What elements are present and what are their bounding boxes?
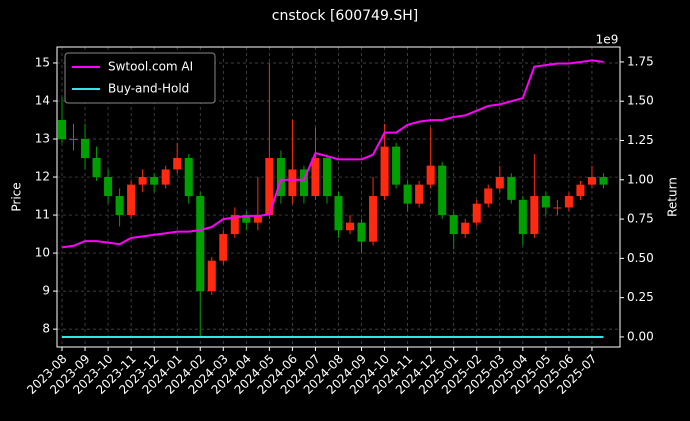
candle-body	[299, 169, 308, 197]
legend: Swtool.com AI Buy-and-Hold	[64, 52, 216, 104]
y-tick-label: 12	[35, 170, 50, 184]
candle-body	[345, 222, 355, 231]
candle-body	[81, 139, 90, 159]
candle-body	[495, 177, 504, 189]
y-tick-label: 10	[35, 246, 50, 260]
candle-body	[311, 158, 320, 197]
candle-body	[196, 196, 205, 292]
candle-body	[184, 158, 193, 197]
y-tick-label: 15	[35, 55, 50, 69]
y2-tick-label: 0.50	[627, 251, 654, 265]
y-tick-label: 11	[35, 208, 50, 222]
candle-body	[518, 199, 527, 235]
y-tick-label: 8	[42, 322, 50, 336]
y2-tick-label: 1.00	[627, 172, 654, 186]
candle-body	[253, 215, 262, 223]
y-tick-label: 13	[35, 132, 50, 146]
y2-tick-label: 0.75	[627, 212, 654, 226]
candle-body	[392, 146, 401, 185]
y2-offset-label: 1e9	[596, 33, 619, 47]
y-tick-label: 14	[35, 93, 50, 107]
candle-body	[322, 158, 332, 197]
candle-body	[276, 158, 285, 197]
candle-body	[334, 196, 343, 231]
y2-tick-label: 0.25	[627, 290, 654, 304]
candle-body	[69, 139, 78, 141]
return-line	[61, 59, 604, 249]
candle-body	[173, 158, 182, 170]
y-axis-label: Price	[10, 182, 24, 211]
candle-body	[207, 260, 216, 292]
candle-body	[161, 169, 170, 185]
candle-body	[115, 196, 124, 216]
candle-body	[553, 207, 562, 209]
y2-tick-label: 1.25	[627, 133, 654, 147]
y2-tick-label: 1.50	[627, 94, 654, 108]
plot-frame	[56, 46, 621, 348]
y2-tick-label: 1.75	[627, 54, 654, 68]
candle-body	[127, 184, 136, 216]
candle-body	[449, 215, 458, 235]
candle-body	[403, 184, 412, 204]
candle-body	[426, 165, 435, 185]
candle-body	[242, 215, 251, 223]
candle-body	[530, 196, 539, 235]
legend-box	[64, 52, 216, 104]
candle-body	[357, 222, 366, 242]
candle-body	[150, 177, 159, 185]
candle-body	[472, 203, 481, 223]
legend-label: Buy-and-Hold	[108, 82, 189, 96]
candle-body	[484, 188, 493, 204]
y2-tick-label: 0.00	[627, 329, 654, 343]
candle-body	[380, 146, 389, 197]
candle-body	[587, 177, 596, 185]
candle-body	[599, 177, 608, 185]
candle-body	[288, 169, 297, 197]
candle-body	[564, 196, 573, 208]
candle-body	[461, 222, 470, 235]
candle-body	[265, 158, 274, 216]
candle-body	[57, 120, 67, 140]
chart-title: cnstock [600749.SH]	[272, 8, 418, 24]
legend-label: Swtool.com AI	[108, 60, 193, 74]
y2-axis-label: Return	[666, 177, 680, 217]
candle-body	[438, 165, 447, 216]
candle-body	[138, 177, 147, 185]
candle-body	[92, 158, 101, 178]
candle-body	[104, 177, 113, 197]
candle-body	[576, 184, 585, 197]
y-tick-label: 9	[42, 284, 50, 298]
candle-body	[230, 215, 239, 235]
candle-body	[415, 184, 424, 204]
candle-body	[219, 234, 228, 261]
candle-body	[507, 177, 516, 200]
candle-body	[369, 196, 378, 242]
candle-body	[541, 196, 550, 208]
